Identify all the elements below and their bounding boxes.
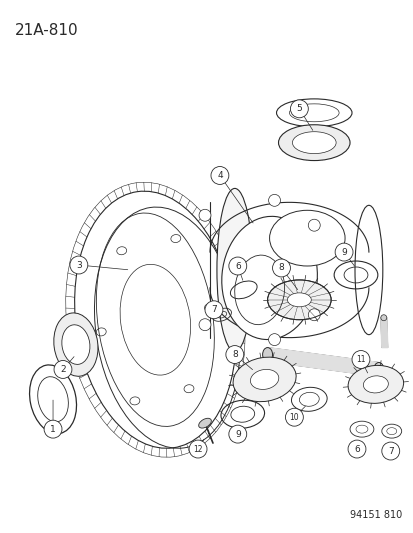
Text: 8: 8 (231, 350, 237, 359)
Polygon shape (380, 318, 387, 348)
Ellipse shape (308, 309, 320, 321)
Ellipse shape (381, 442, 399, 460)
Ellipse shape (198, 418, 211, 428)
Text: 2: 2 (60, 365, 66, 374)
Ellipse shape (380, 315, 386, 321)
Ellipse shape (278, 125, 349, 160)
Ellipse shape (62, 325, 90, 365)
Ellipse shape (290, 100, 308, 118)
Text: 7: 7 (211, 305, 216, 314)
Ellipse shape (267, 280, 330, 320)
Ellipse shape (199, 209, 211, 221)
Text: 4: 4 (216, 171, 222, 180)
Text: 3: 3 (76, 261, 81, 270)
Text: 11: 11 (355, 355, 365, 364)
Ellipse shape (262, 348, 272, 361)
Text: 6: 6 (353, 445, 359, 454)
Ellipse shape (287, 293, 311, 307)
Ellipse shape (228, 257, 246, 275)
Text: 8: 8 (278, 263, 284, 272)
Ellipse shape (54, 313, 98, 376)
Ellipse shape (268, 195, 280, 206)
Ellipse shape (189, 440, 206, 458)
Ellipse shape (250, 369, 278, 390)
Ellipse shape (44, 420, 62, 438)
Ellipse shape (221, 216, 317, 340)
Ellipse shape (211, 166, 228, 184)
Ellipse shape (308, 219, 320, 231)
Text: 21A-810: 21A-810 (15, 23, 79, 38)
Ellipse shape (272, 259, 290, 277)
Ellipse shape (363, 376, 387, 393)
Ellipse shape (54, 360, 72, 378)
Text: 1: 1 (50, 425, 56, 434)
Ellipse shape (269, 211, 344, 266)
Text: 10: 10 (289, 413, 299, 422)
Ellipse shape (292, 132, 335, 154)
Ellipse shape (351, 351, 369, 368)
Ellipse shape (216, 188, 252, 352)
Ellipse shape (228, 425, 246, 443)
Polygon shape (267, 348, 378, 376)
Ellipse shape (233, 357, 295, 402)
Ellipse shape (347, 366, 403, 403)
Text: 9: 9 (234, 430, 240, 439)
Text: 6: 6 (234, 262, 240, 271)
Ellipse shape (373, 362, 383, 376)
Ellipse shape (204, 301, 222, 319)
Ellipse shape (70, 256, 88, 274)
Ellipse shape (335, 243, 352, 261)
Ellipse shape (285, 408, 303, 426)
Text: 9: 9 (340, 247, 346, 256)
Text: 94151 810: 94151 810 (349, 510, 402, 520)
Ellipse shape (199, 319, 211, 330)
Ellipse shape (225, 345, 243, 364)
Text: 7: 7 (387, 447, 393, 456)
Ellipse shape (268, 334, 280, 345)
Ellipse shape (347, 440, 365, 458)
Text: 12: 12 (193, 445, 202, 454)
Text: 5: 5 (296, 104, 301, 114)
